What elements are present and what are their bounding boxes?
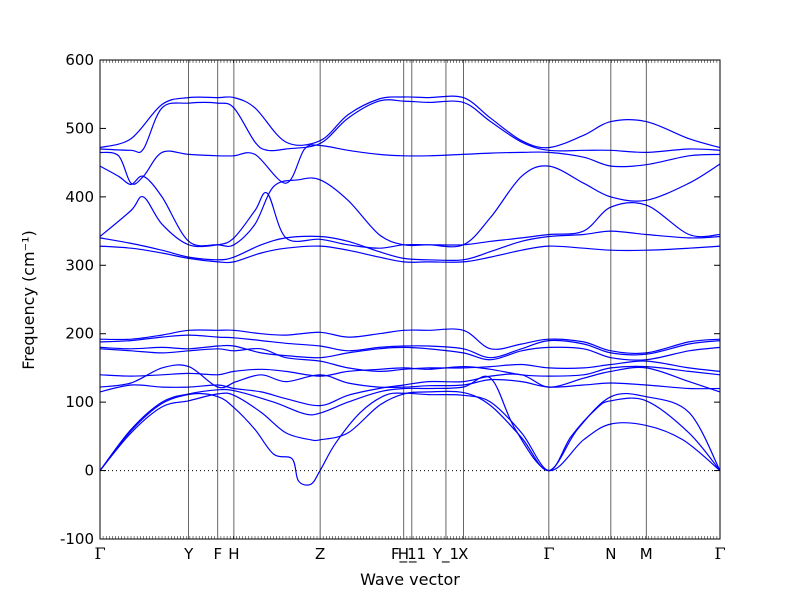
band-line-16 [99, 99, 721, 154]
x-tick-label: Γ [714, 544, 725, 563]
y-tick-label: 300 [65, 256, 94, 274]
x-tick-label: M [640, 545, 653, 563]
band-line-7 [99, 347, 721, 373]
x-tick-label: Γ [543, 544, 554, 563]
band-line-9 [99, 334, 721, 359]
x-axis-label: Wave vector [360, 570, 460, 589]
y-tick-label: 200 [65, 325, 94, 343]
band-line-17 [99, 95, 721, 149]
y-tick-label: 400 [65, 188, 94, 206]
y-tick-label: 0 [84, 462, 94, 480]
x-tick-label: Y_1 [432, 545, 459, 564]
y-tick-label: 500 [65, 119, 94, 137]
x-tick-label: F [213, 545, 222, 563]
band-line-13 [99, 191, 721, 249]
y-axis-label: Frequency (cm⁻¹) [19, 230, 38, 369]
band-line-11 [99, 245, 721, 264]
band-line-15 [99, 144, 721, 185]
x-axis-ticks: Γ Y F H Z F_1H_1 Y_1 X Γ N M Γ [94, 60, 726, 564]
band-line-12 [99, 230, 721, 262]
band-series-group [99, 95, 721, 486]
x-tick-label: F_1 [391, 545, 417, 564]
qpoint-separator-group [188, 60, 647, 539]
x-tick-label: Γ [94, 544, 105, 563]
x-tick-label: Z [315, 545, 325, 563]
x-tick-label: H_1 [398, 545, 426, 564]
y-tick-label: 100 [65, 393, 94, 411]
y-axis-ticks: -100 0 100 200 300 400 500 600 [60, 51, 720, 548]
x-tick-label: X [458, 545, 468, 563]
band-line-6 [99, 365, 721, 377]
x-tick-label: H [228, 545, 239, 563]
y-tick-label: -100 [60, 530, 94, 548]
plot-frame [99, 59, 721, 540]
y-tick-label: 600 [65, 51, 94, 69]
band-line-3 [99, 375, 721, 472]
band-line-2 [99, 390, 721, 472]
x-tick-label: Y [183, 545, 194, 563]
band-line-14 [99, 163, 721, 248]
band-line-8 [99, 344, 721, 361]
x-tick-label: N [605, 545, 616, 563]
band-line-5 [99, 366, 721, 407]
band-line-4 [99, 364, 721, 390]
band-line-10 [99, 328, 721, 355]
